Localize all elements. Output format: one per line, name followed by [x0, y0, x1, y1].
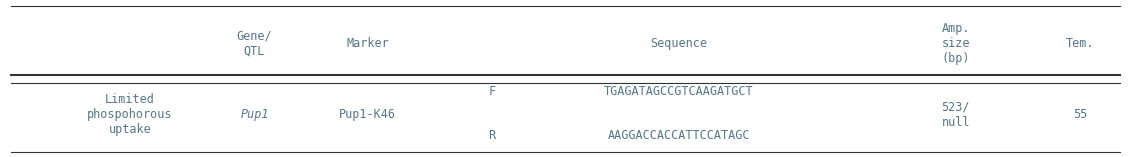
Text: Gene/
QTL: Gene/ QTL	[236, 30, 273, 58]
Text: Amp.
size
(bp): Amp. size (bp)	[941, 22, 970, 65]
Text: Tem.: Tem.	[1065, 38, 1095, 50]
Text: Limited
phospohorous
uptake: Limited phospohorous uptake	[87, 93, 173, 136]
Text: 55: 55	[1073, 108, 1087, 121]
Text: Marker: Marker	[346, 38, 389, 50]
Text: R: R	[489, 129, 495, 141]
Text: AAGGACCACCATTCCATAGC: AAGGACCACCATTCCATAGC	[607, 129, 750, 141]
Text: Pup1: Pup1	[240, 108, 269, 121]
Text: Pup1-K46: Pup1-K46	[339, 108, 396, 121]
Text: Sequence: Sequence	[650, 38, 707, 50]
Text: TGAGATAGCCGTCAAGATGCT: TGAGATAGCCGTCAAGATGCT	[604, 85, 753, 97]
Text: 523/
null: 523/ null	[941, 101, 970, 129]
Text: F: F	[489, 85, 495, 97]
